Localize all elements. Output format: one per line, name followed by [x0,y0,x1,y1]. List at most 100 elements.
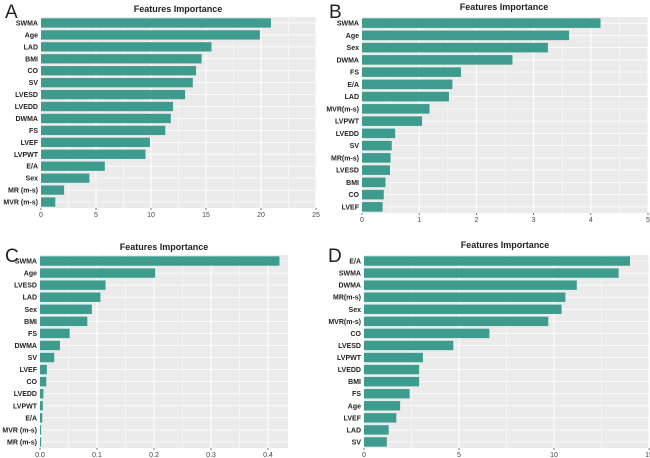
bar-b-e-a [362,79,453,90]
category-label-b-mr-m-s: MR(m-s) [331,155,359,162]
category-label-a-mvr-m-s: MVR (m-s) [3,200,38,207]
category-label-d-bmi: BMI [348,379,361,386]
bar-a-age [41,30,260,40]
chart-panel-c: C Features Importance SWMA Age LVESD LAD Sex BM… [2,242,288,458]
x-tick-label-c: 0.0 [35,452,45,458]
category-label-a-swma: SWMA [16,20,38,27]
bar-a-lad [41,42,212,52]
category-label-d-lvpwt: LVPWT [337,355,362,362]
panel-label-a: A [5,2,18,23]
category-label-b-bmi: BMI [346,180,359,187]
bar-b-lvesd [362,165,391,175]
category-label-d-lvedd: LVEDD [338,367,361,374]
bar-b-bmi [362,177,386,188]
x-tick-label-d: 5 [457,452,461,458]
bar-b-lvef [362,202,383,212]
category-label-c-swma: SWMA [15,259,37,266]
x-tick-label-a: 0 [39,212,43,219]
bar-d-age [364,401,401,411]
gridlines-c [39,255,288,448]
category-label-a-sex: Sex [26,176,39,183]
bar-c-age [40,268,156,278]
x-tick-label-b: 1 [417,217,421,224]
category-label-a-bmi: BMI [25,56,38,63]
category-label-c-sex: Sex [25,307,38,314]
bar-b-age [362,30,570,41]
category-label-b-mvr-m-s: MVR(m-s) [326,106,359,113]
category-label-d-swma: SWMA [339,271,361,278]
x-tick-label-c: 0.2 [149,452,159,458]
bar-b-co [362,189,384,200]
category-label-a-lvedd: LVEDD [15,104,38,111]
bar-d-mvr-m-s [364,316,549,327]
category-label-c-bmi: BMI [24,319,37,326]
bar-c-fs [40,328,70,339]
category-label-c-lvpwt: LVPWT [13,403,38,410]
bar-c-mr-m-s [40,437,42,447]
panel-label-b: B [329,2,342,23]
chart-panel-b: B Features Importance SWMA Age Sex DWMA FS E/A L… [326,2,650,224]
bar-c-lvpwt [40,401,43,411]
category-label-c-dwma: DWMA [14,343,37,350]
bar-a-dwma [41,113,171,124]
x-tick-label-a: 15 [202,212,210,219]
bar-c-dwma [40,340,60,351]
bar-a-lvedd [41,101,173,112]
category-label-a-mr-m-s: MR (m-s) [8,188,38,195]
category-label-a-co: CO [28,68,39,75]
bar-d-co [364,328,490,339]
x-tick-label-a: 25 [312,212,320,219]
bar-a-e-a [41,161,105,171]
bar-d-swma [364,268,619,278]
category-label-b-sv: SV [350,143,360,150]
x-tick-label-b: 5 [646,217,650,224]
category-label-c-lad: LAD [23,295,37,302]
x-tick-label-c: 0.1 [92,452,102,458]
x-tick-label-b: 0 [360,217,364,224]
bar-a-swma [41,18,271,28]
gridlines-b [361,17,649,213]
bar-c-lvef [40,364,47,375]
category-label-c-co: CO [27,379,38,386]
bar-c-e-a [40,413,43,423]
category-label-b-age: Age [346,33,359,40]
bar-a-sex [41,173,90,183]
category-label-d-sex: Sex [349,307,362,314]
category-label-b-lad: LAD [345,94,359,101]
chart-panel-a: A Features Importance SWMA Age LAD BMI CO SV LVE… [3,2,320,219]
bar-d-mr-m-s [364,292,566,302]
bar-a-mr-m-s [41,185,65,195]
panel-label-c: C [5,246,19,267]
bar-d-e-a [364,256,630,266]
bar-d-lvesd [364,340,454,351]
x-tick-label-b: 4 [589,217,593,224]
bar-b-dwma [362,55,513,65]
bar-b-mvr-m-s [362,104,430,114]
bar-a-mvr-m-s [41,197,56,207]
category-label-a-age: Age [25,32,38,39]
bar-d-sv [364,437,387,447]
category-label-d-lad: LAD [347,427,361,434]
bar-d-bmi [364,376,420,387]
bar-b-mr-m-s [362,153,391,163]
category-label-b-sex: Sex [347,45,360,52]
chart-title-c: Features Importance [120,242,209,252]
bar-b-sex [362,42,548,53]
bar-c-sex [40,304,92,314]
category-label-d-mr-m-s: MR(m-s) [333,295,361,302]
chart-title-a: Features Importance [134,4,223,14]
category-label-a-dwma: DWMA [15,116,38,123]
bar-b-swma [362,18,601,28]
category-label-c-lvesd: LVESD [14,283,37,290]
chart-title-b: Features Importance [460,2,549,12]
bar-b-lvedd [362,128,396,139]
category-label-c-mvr-m-s: MVR (m-s) [2,427,37,434]
bar-d-lvedd [364,364,420,375]
x-tick-label-b: 2 [474,217,478,224]
category-label-b-lvpwt: LVPWT [335,119,360,126]
bar-c-lad [40,292,101,302]
panel-label-d: D [328,246,342,267]
category-label-d-e-a: E/A [349,259,361,266]
category-label-d-co: CO [351,331,362,338]
